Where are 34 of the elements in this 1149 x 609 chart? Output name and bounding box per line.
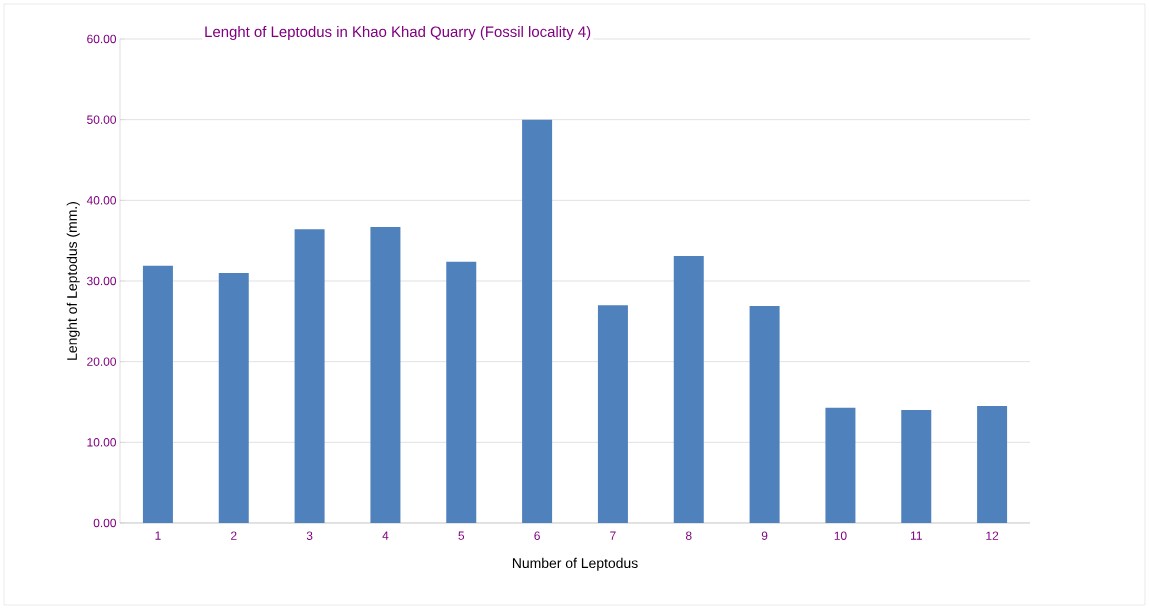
x-tick-label: 12 [986,531,999,540]
bar [977,406,1008,523]
bar [522,119,553,523]
y-tick-label: 30.00 [87,276,117,286]
x-tick-label: 10 [834,531,847,540]
y-tick-label: 40.00 [86,196,117,205]
y-tick-label: 60.00 [87,34,117,44]
x-tick-label: 8 [685,531,692,540]
bar [218,272,249,523]
y-axis-title: Lenght of Leptodus (mm.) [66,202,80,360]
x-tick-label: 3 [306,531,313,540]
x-tick-label: 5 [458,531,465,540]
chart-title: Lenght of Leptodus in Khao Khad Quarry (Fossil locality 4) [205,26,591,40]
bar [142,265,173,523]
y-tick-label: 0.00 [93,518,117,528]
x-tick-label: 9 [761,531,768,540]
x-tick-label: 4 [382,531,389,540]
y-tick-label: 50.00 [87,115,117,124]
x-tick-label: 2 [231,531,237,540]
bar [294,229,325,523]
bar [370,226,401,523]
bar [749,305,780,523]
bar [446,261,477,523]
x-tick-label: 7 [610,531,616,540]
x-axis-title: Number of Leptodus [512,557,638,571]
bar [597,305,628,523]
x-tick-label: 6 [534,531,540,540]
x-tick-label: 11 [910,531,922,540]
y-tick-label: 10.00 [87,438,117,447]
y-tick-label: 20.00 [87,357,117,366]
bar [825,407,856,523]
bar [901,410,932,523]
x-tick-label: 1 [155,531,161,540]
bar [673,255,704,523]
